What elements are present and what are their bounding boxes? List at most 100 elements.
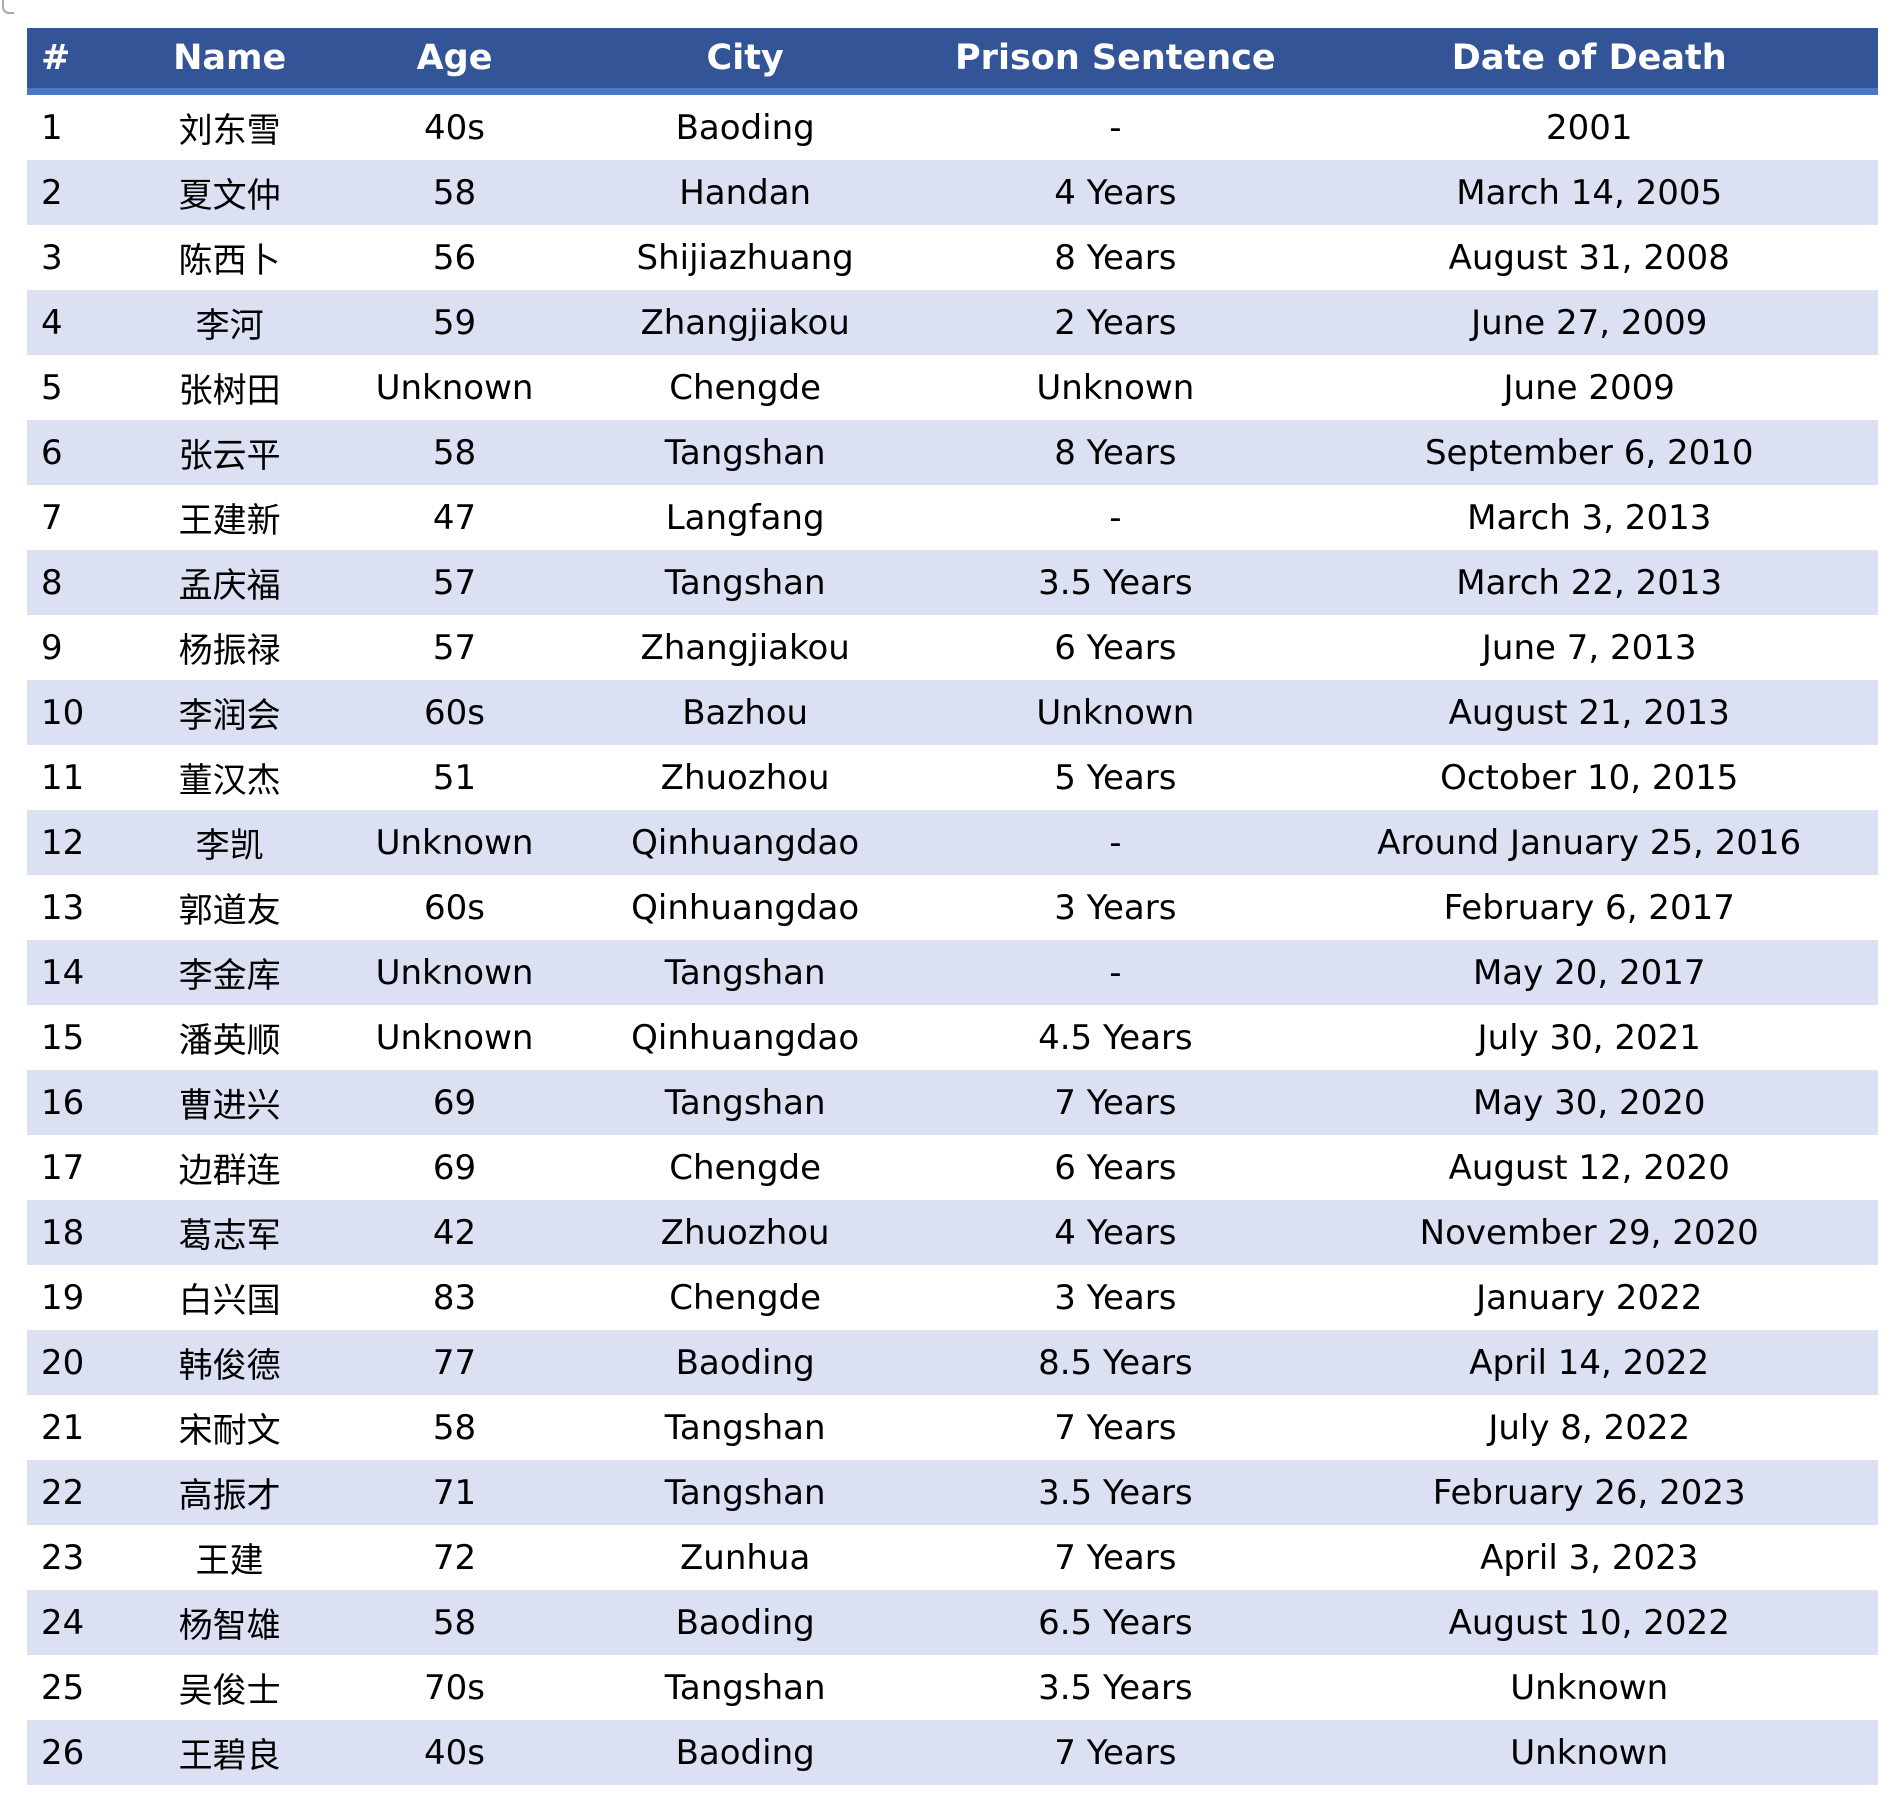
cell-date-of-death: September 6, 2010	[1300, 420, 1878, 485]
cell-name: 吴俊士	[110, 1655, 350, 1720]
cell-age: 59	[349, 290, 561, 355]
cell-age: 57	[349, 615, 561, 680]
cell-prison-sentence: 7 Years	[930, 1395, 1301, 1460]
cell-prison-sentence: 3 Years	[930, 1265, 1301, 1330]
cell-prison-sentence: 6 Years	[930, 1135, 1301, 1200]
cell-age: 60s	[349, 680, 561, 745]
cell-number: 16	[27, 1070, 111, 1135]
header-cell-prison-sentence: Prison Sentence	[930, 28, 1301, 95]
cell-age: 69	[349, 1135, 561, 1200]
table-row: 14 李金库 Unknown Tangshan - May 20, 2017	[27, 940, 1878, 1005]
cell-city: Tangshan	[560, 940, 931, 1005]
cell-prison-sentence: 7 Years	[930, 1720, 1301, 1785]
cell-date-of-death: Unknown	[1300, 1655, 1878, 1720]
cell-date-of-death: March 14, 2005	[1300, 160, 1878, 225]
cell-name: 王建	[110, 1525, 350, 1590]
table-row: 16 曹进兴 69 Tangshan 7 Years May 30, 2020	[27, 1070, 1878, 1135]
cell-date-of-death: 2001	[1300, 91, 1878, 160]
cell-name: 李河	[110, 290, 350, 355]
cell-age: 77	[349, 1330, 561, 1395]
cell-date-of-death: April 3, 2023	[1300, 1525, 1878, 1590]
cell-name: 高振才	[110, 1460, 350, 1525]
cell-date-of-death: August 21, 2013	[1300, 680, 1878, 745]
cell-prison-sentence: -	[930, 810, 1301, 875]
cell-number: 5	[27, 355, 111, 420]
table-row: 11 董汉杰 51 Zhuozhou 5 Years October 10, 2015	[27, 745, 1878, 810]
table-row: 8 孟庆福 57 Tangshan 3.5 Years March 22, 2013	[27, 550, 1878, 615]
victims-table: # Name Age City Prison Sentence Date of …	[27, 28, 1878, 1785]
cell-prison-sentence: 4 Years	[930, 1200, 1301, 1265]
cell-name: 葛志军	[110, 1200, 350, 1265]
cell-date-of-death: April 14, 2022	[1300, 1330, 1878, 1395]
cell-date-of-death: January 2022	[1300, 1265, 1878, 1330]
header-cell-number: #	[27, 28, 111, 95]
table-row: 24 杨智雄 58 Baoding 6.5 Years August 10, 2022	[27, 1590, 1878, 1655]
header-cell-city: City	[560, 28, 931, 95]
table-row: 23 王建 72 Zunhua 7 Years April 3, 2023	[27, 1525, 1878, 1590]
cell-age: Unknown	[349, 940, 561, 1005]
cell-city: Zhuozhou	[560, 1200, 931, 1265]
cell-prison-sentence: 6.5 Years	[930, 1590, 1301, 1655]
cell-name: 王碧良	[110, 1720, 350, 1785]
table-row: 22 高振才 71 Tangshan 3.5 Years February 26, 202…	[27, 1460, 1878, 1525]
cell-number: 2	[27, 160, 111, 225]
cell-prison-sentence: 3.5 Years	[930, 550, 1301, 615]
cell-date-of-death: February 26, 2023	[1300, 1460, 1878, 1525]
cell-city: Baoding	[560, 1330, 931, 1395]
cell-number: 18	[27, 1200, 111, 1265]
cell-prison-sentence: Unknown	[930, 680, 1301, 745]
cell-prison-sentence: 8 Years	[930, 420, 1301, 485]
cell-prison-sentence: -	[930, 91, 1301, 160]
cell-age: 47	[349, 485, 561, 550]
cell-city: Qinhuangdao	[560, 1005, 931, 1070]
cell-date-of-death: February 6, 2017	[1300, 875, 1878, 940]
cell-city: Zhuozhou	[560, 745, 931, 810]
table-header: # Name Age City Prison Sentence Date of …	[27, 28, 1878, 95]
cell-city: Tangshan	[560, 550, 931, 615]
cell-date-of-death: July 30, 2021	[1300, 1005, 1878, 1070]
table-row: 26 王碧良 40s Baoding 7 Years Unknown	[27, 1720, 1878, 1785]
cell-age: 57	[349, 550, 561, 615]
victims-table-container: # Name Age City Prison Sentence Date of …	[27, 28, 1878, 1785]
table-row: 2 夏文仲 58 Handan 4 Years March 14, 2005	[27, 160, 1878, 225]
cell-city: Qinhuangdao	[560, 875, 931, 940]
cell-date-of-death: May 20, 2017	[1300, 940, 1878, 1005]
cell-number: 4	[27, 290, 111, 355]
cell-age: 56	[349, 225, 561, 290]
cell-number: 1	[27, 91, 111, 160]
cell-name: 孟庆福	[110, 550, 350, 615]
cell-city: Shijiazhuang	[560, 225, 931, 290]
cell-age: 58	[349, 160, 561, 225]
cell-number: 17	[27, 1135, 111, 1200]
table-row: 13 郭道友 60s Qinhuangdao 3 Years February 6, 20…	[27, 875, 1878, 940]
table-row: 9 杨振禄 57 Zhangjiakou 6 Years June 7, 2013	[27, 615, 1878, 680]
cell-number: 6	[27, 420, 111, 485]
cell-number: 13	[27, 875, 111, 940]
cell-prison-sentence: 4.5 Years	[930, 1005, 1301, 1070]
cell-city: Chengde	[560, 355, 931, 420]
cell-age: 71	[349, 1460, 561, 1525]
cell-city: Chengde	[560, 1265, 931, 1330]
cell-date-of-death: May 30, 2020	[1300, 1070, 1878, 1135]
table-row: 21 宋耐文 58 Tangshan 7 Years July 8, 2022	[27, 1395, 1878, 1460]
cell-city: Tangshan	[560, 420, 931, 485]
cell-number: 12	[27, 810, 111, 875]
cell-number: 11	[27, 745, 111, 810]
cell-date-of-death: June 7, 2013	[1300, 615, 1878, 680]
cell-age: 40s	[349, 1720, 561, 1785]
cell-number: 14	[27, 940, 111, 1005]
cell-prison-sentence: 7 Years	[930, 1525, 1301, 1590]
cell-age: 42	[349, 1200, 561, 1265]
cell-age: 40s	[349, 91, 561, 160]
header-cell-name: Name	[110, 28, 350, 95]
cell-number: 15	[27, 1005, 111, 1070]
cell-date-of-death: August 31, 2008	[1300, 225, 1878, 290]
header-cell-date-of-death: Date of Death	[1300, 28, 1878, 95]
cell-prison-sentence: 8 Years	[930, 225, 1301, 290]
cell-city: Tangshan	[560, 1655, 931, 1720]
cell-number: 9	[27, 615, 111, 680]
cell-city: Zhangjiakou	[560, 615, 931, 680]
cell-age: 72	[349, 1525, 561, 1590]
window-corner-artifact	[2, 0, 14, 14]
cell-number: 8	[27, 550, 111, 615]
